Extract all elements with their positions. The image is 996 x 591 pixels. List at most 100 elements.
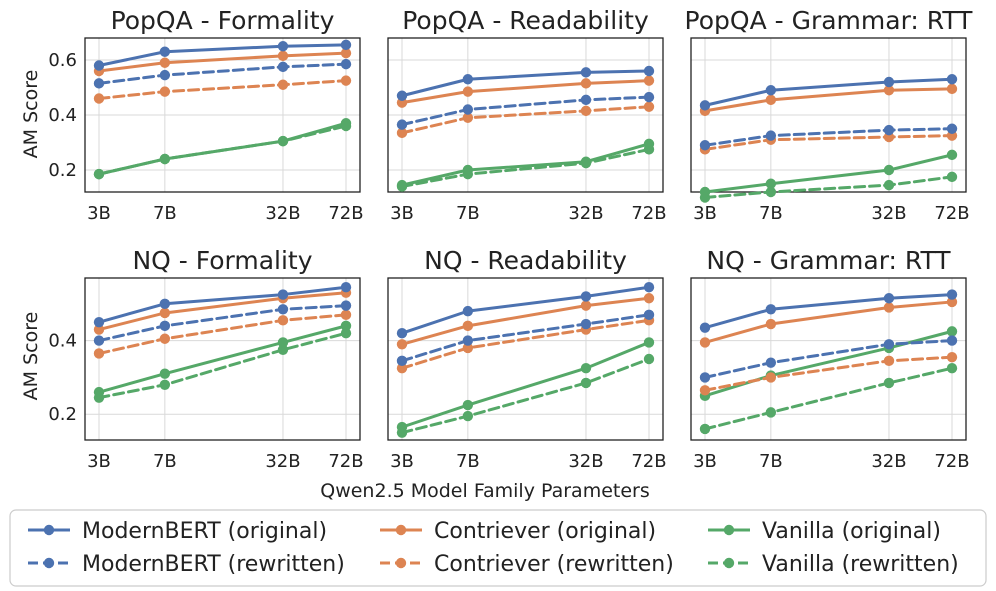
data-point: [159, 69, 171, 81]
data-point: [159, 379, 171, 390]
panel-4: 3B 7B 32B 72B 0.2 0.4 NQ - Formality: [48, 246, 363, 472]
series-line: [97, 291, 348, 332]
series-line: [400, 318, 651, 370]
x-tick-label: 32B: [568, 451, 603, 472]
data-point: [159, 368, 171, 379]
series-line: [703, 134, 954, 151]
data-point: [277, 289, 289, 300]
data-point: [93, 335, 105, 346]
data-point: [765, 407, 777, 418]
y-tick-label: 0.2: [48, 404, 77, 425]
series-line: [400, 79, 651, 105]
series-line: [400, 285, 651, 335]
data-point: [765, 130, 777, 141]
x-tick-label: 72B: [328, 451, 363, 472]
legend-label: ModernBERT (original): [82, 519, 327, 544]
data-point: [462, 86, 474, 97]
x-tick-label: 72B: [631, 451, 666, 472]
series-line: [400, 357, 651, 435]
data-point: [340, 282, 352, 293]
legend-item: ModernBERT (rewritten): [28, 552, 345, 577]
data-point: [462, 410, 474, 422]
data-point: [883, 85, 895, 96]
data-point: [159, 57, 171, 68]
x-tick-label: 72B: [631, 203, 666, 224]
data-point: [946, 363, 958, 374]
legend-label: Vanilla (original): [762, 519, 941, 544]
y-axis-label-top: AM Score: [20, 70, 42, 159]
panel-1: 3B 7B 32B 72B 0.2 0.4 0.6 PopQA - Formality: [48, 6, 363, 224]
data-point: [765, 94, 777, 106]
data-point: [462, 320, 474, 332]
data-point: [580, 156, 592, 167]
data-point: [159, 86, 171, 97]
data-point: [765, 186, 777, 198]
data-point: [396, 119, 408, 130]
x-tick-label: 3B: [693, 203, 717, 224]
series-line: [703, 355, 954, 392]
x-tick-label: 7B: [456, 451, 480, 472]
data-point: [883, 355, 895, 367]
data-point: [699, 385, 711, 396]
panel-title: NQ - Grammar: RTT: [706, 246, 951, 275]
series-line: [703, 127, 954, 147]
data-point: [765, 372, 777, 383]
data-point: [580, 94, 592, 106]
data-point: [580, 363, 592, 374]
data-point: [946, 149, 958, 161]
y-tick-label: 0.4: [48, 105, 77, 126]
series-line: [97, 304, 348, 343]
series-line: [703, 153, 954, 194]
panel-frame: [84, 277, 361, 441]
data-point: [340, 300, 352, 311]
data-point: [946, 289, 958, 300]
panel-6: 3B 7B 32B 72B NQ - Grammar: RTT: [690, 246, 970, 472]
data-point: [883, 377, 895, 389]
data-point: [93, 386, 105, 398]
x-tick-label: 3B: [87, 451, 111, 472]
data-point: [883, 302, 895, 313]
panel-5: 3B 7B 32B 72B NQ - Readability: [387, 246, 667, 472]
data-point: [765, 85, 777, 96]
data-point: [93, 78, 105, 89]
data-point: [462, 104, 474, 115]
series-line: [97, 43, 348, 67]
panels: 3B 7B 32B 72B 0.2 0.4 0.6 PopQA - Formality 3B 7B…: [48, 6, 973, 472]
data-point: [883, 293, 895, 304]
panel-title: NQ - Formality: [132, 246, 312, 275]
data-point: [340, 320, 352, 332]
data-point: [93, 60, 105, 71]
data-point: [883, 76, 895, 88]
data-point: [699, 186, 711, 198]
series-line: [400, 142, 651, 187]
data-point: [93, 93, 105, 104]
series-line: [703, 87, 954, 113]
data-point: [93, 348, 105, 359]
data-point: [765, 357, 777, 368]
data-point: [699, 372, 711, 383]
data-point: [946, 296, 958, 308]
x-tick-label: 72B: [934, 451, 969, 472]
data-point: [396, 328, 408, 339]
series-line: [97, 62, 348, 85]
series-line: [400, 340, 651, 429]
data-point: [643, 293, 655, 304]
series-line: [97, 285, 348, 324]
data-point: [93, 316, 105, 328]
series-line: [400, 147, 651, 188]
data-point: [462, 305, 474, 317]
data-point: [699, 100, 711, 111]
series-line: [400, 313, 651, 363]
data-point: [580, 377, 592, 389]
data-point: [699, 322, 711, 333]
series-line: [703, 77, 954, 107]
legend-item: Contriever (original): [380, 519, 656, 544]
x-tick-label: 3B: [693, 451, 717, 472]
data-point: [946, 351, 958, 363]
x-tick-label: 32B: [568, 203, 603, 224]
series-line: [703, 300, 954, 344]
data-point: [946, 83, 958, 95]
data-point: [396, 90, 408, 101]
data-point: [643, 337, 655, 348]
